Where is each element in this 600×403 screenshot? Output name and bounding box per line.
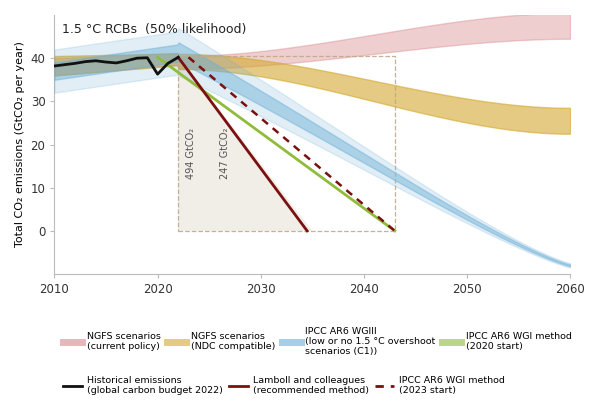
Text: 247 GtCO₂: 247 GtCO₂: [220, 127, 230, 179]
Polygon shape: [178, 56, 312, 231]
Text: 1.5 °C RCBs  (50% likelihood): 1.5 °C RCBs (50% likelihood): [62, 23, 247, 36]
Legend: Historical emissions
(global carbon budget 2022), Lamboll and colleagues
(recomm: Historical emissions (global carbon budg…: [59, 372, 509, 399]
Y-axis label: Total CO₂ emissions (GtCO₂ per year): Total CO₂ emissions (GtCO₂ per year): [15, 42, 25, 247]
Text: 494 GtCO₂: 494 GtCO₂: [185, 128, 196, 179]
